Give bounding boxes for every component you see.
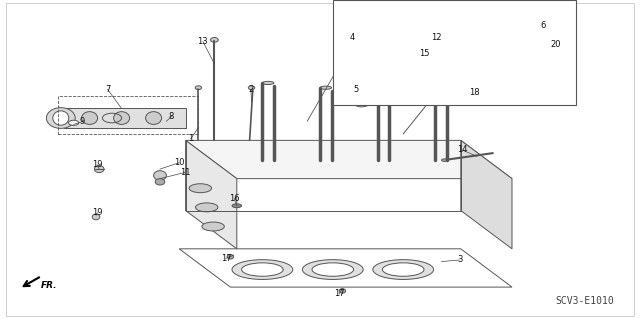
- Ellipse shape: [241, 263, 283, 276]
- Text: 15: 15: [419, 49, 429, 58]
- Ellipse shape: [155, 179, 165, 185]
- Ellipse shape: [435, 96, 447, 99]
- Ellipse shape: [92, 214, 100, 220]
- Text: 16: 16: [229, 194, 239, 203]
- Text: 17: 17: [334, 289, 344, 298]
- Ellipse shape: [82, 112, 98, 124]
- Polygon shape: [480, 41, 563, 89]
- Ellipse shape: [312, 263, 354, 276]
- Ellipse shape: [339, 289, 346, 293]
- Text: 18: 18: [470, 88, 480, 97]
- Ellipse shape: [154, 171, 166, 180]
- Text: 2: 2: [248, 85, 253, 94]
- Text: 19: 19: [92, 208, 102, 217]
- Ellipse shape: [52, 111, 69, 125]
- Ellipse shape: [320, 86, 332, 89]
- Polygon shape: [186, 140, 237, 249]
- Ellipse shape: [262, 81, 274, 85]
- Text: 4: 4: [349, 33, 355, 42]
- Polygon shape: [64, 108, 186, 128]
- Ellipse shape: [419, 18, 438, 26]
- Ellipse shape: [232, 260, 292, 279]
- Ellipse shape: [248, 86, 255, 90]
- Ellipse shape: [195, 86, 202, 90]
- Ellipse shape: [372, 260, 434, 279]
- Ellipse shape: [442, 159, 448, 161]
- Text: 1: 1: [188, 134, 193, 143]
- Circle shape: [68, 120, 79, 125]
- Text: 7: 7: [105, 85, 110, 94]
- Text: 9: 9: [79, 117, 84, 126]
- Polygon shape: [186, 140, 512, 179]
- Text: 13: 13: [198, 37, 208, 46]
- Text: FR.: FR.: [40, 281, 57, 290]
- Text: 19: 19: [92, 160, 102, 169]
- Bar: [58, 96, 198, 134]
- Ellipse shape: [349, 85, 374, 107]
- Ellipse shape: [383, 263, 424, 276]
- Ellipse shape: [146, 112, 161, 124]
- Ellipse shape: [422, 54, 429, 57]
- Ellipse shape: [232, 204, 242, 208]
- Text: 14: 14: [457, 145, 467, 154]
- Text: 17: 17: [221, 254, 231, 263]
- Text: SCV3-E1010: SCV3-E1010: [556, 296, 614, 306]
- Text: 5: 5: [353, 85, 358, 94]
- Ellipse shape: [227, 255, 234, 259]
- Text: 11: 11: [180, 168, 191, 177]
- Polygon shape: [461, 140, 512, 249]
- Polygon shape: [179, 249, 512, 287]
- Ellipse shape: [189, 184, 211, 193]
- Text: 8: 8: [169, 112, 174, 121]
- Text: 12: 12: [431, 33, 442, 42]
- Ellipse shape: [202, 222, 225, 231]
- Ellipse shape: [211, 38, 218, 42]
- Circle shape: [421, 42, 436, 50]
- Text: 6: 6: [540, 21, 545, 30]
- Text: 20: 20: [550, 40, 561, 49]
- Ellipse shape: [378, 91, 389, 94]
- Ellipse shape: [303, 260, 364, 279]
- Ellipse shape: [114, 112, 129, 124]
- Ellipse shape: [196, 203, 218, 212]
- Text: 3: 3: [457, 256, 462, 264]
- Bar: [333, 0, 576, 105]
- Ellipse shape: [95, 166, 104, 173]
- Text: 10: 10: [174, 158, 184, 167]
- Ellipse shape: [46, 108, 76, 129]
